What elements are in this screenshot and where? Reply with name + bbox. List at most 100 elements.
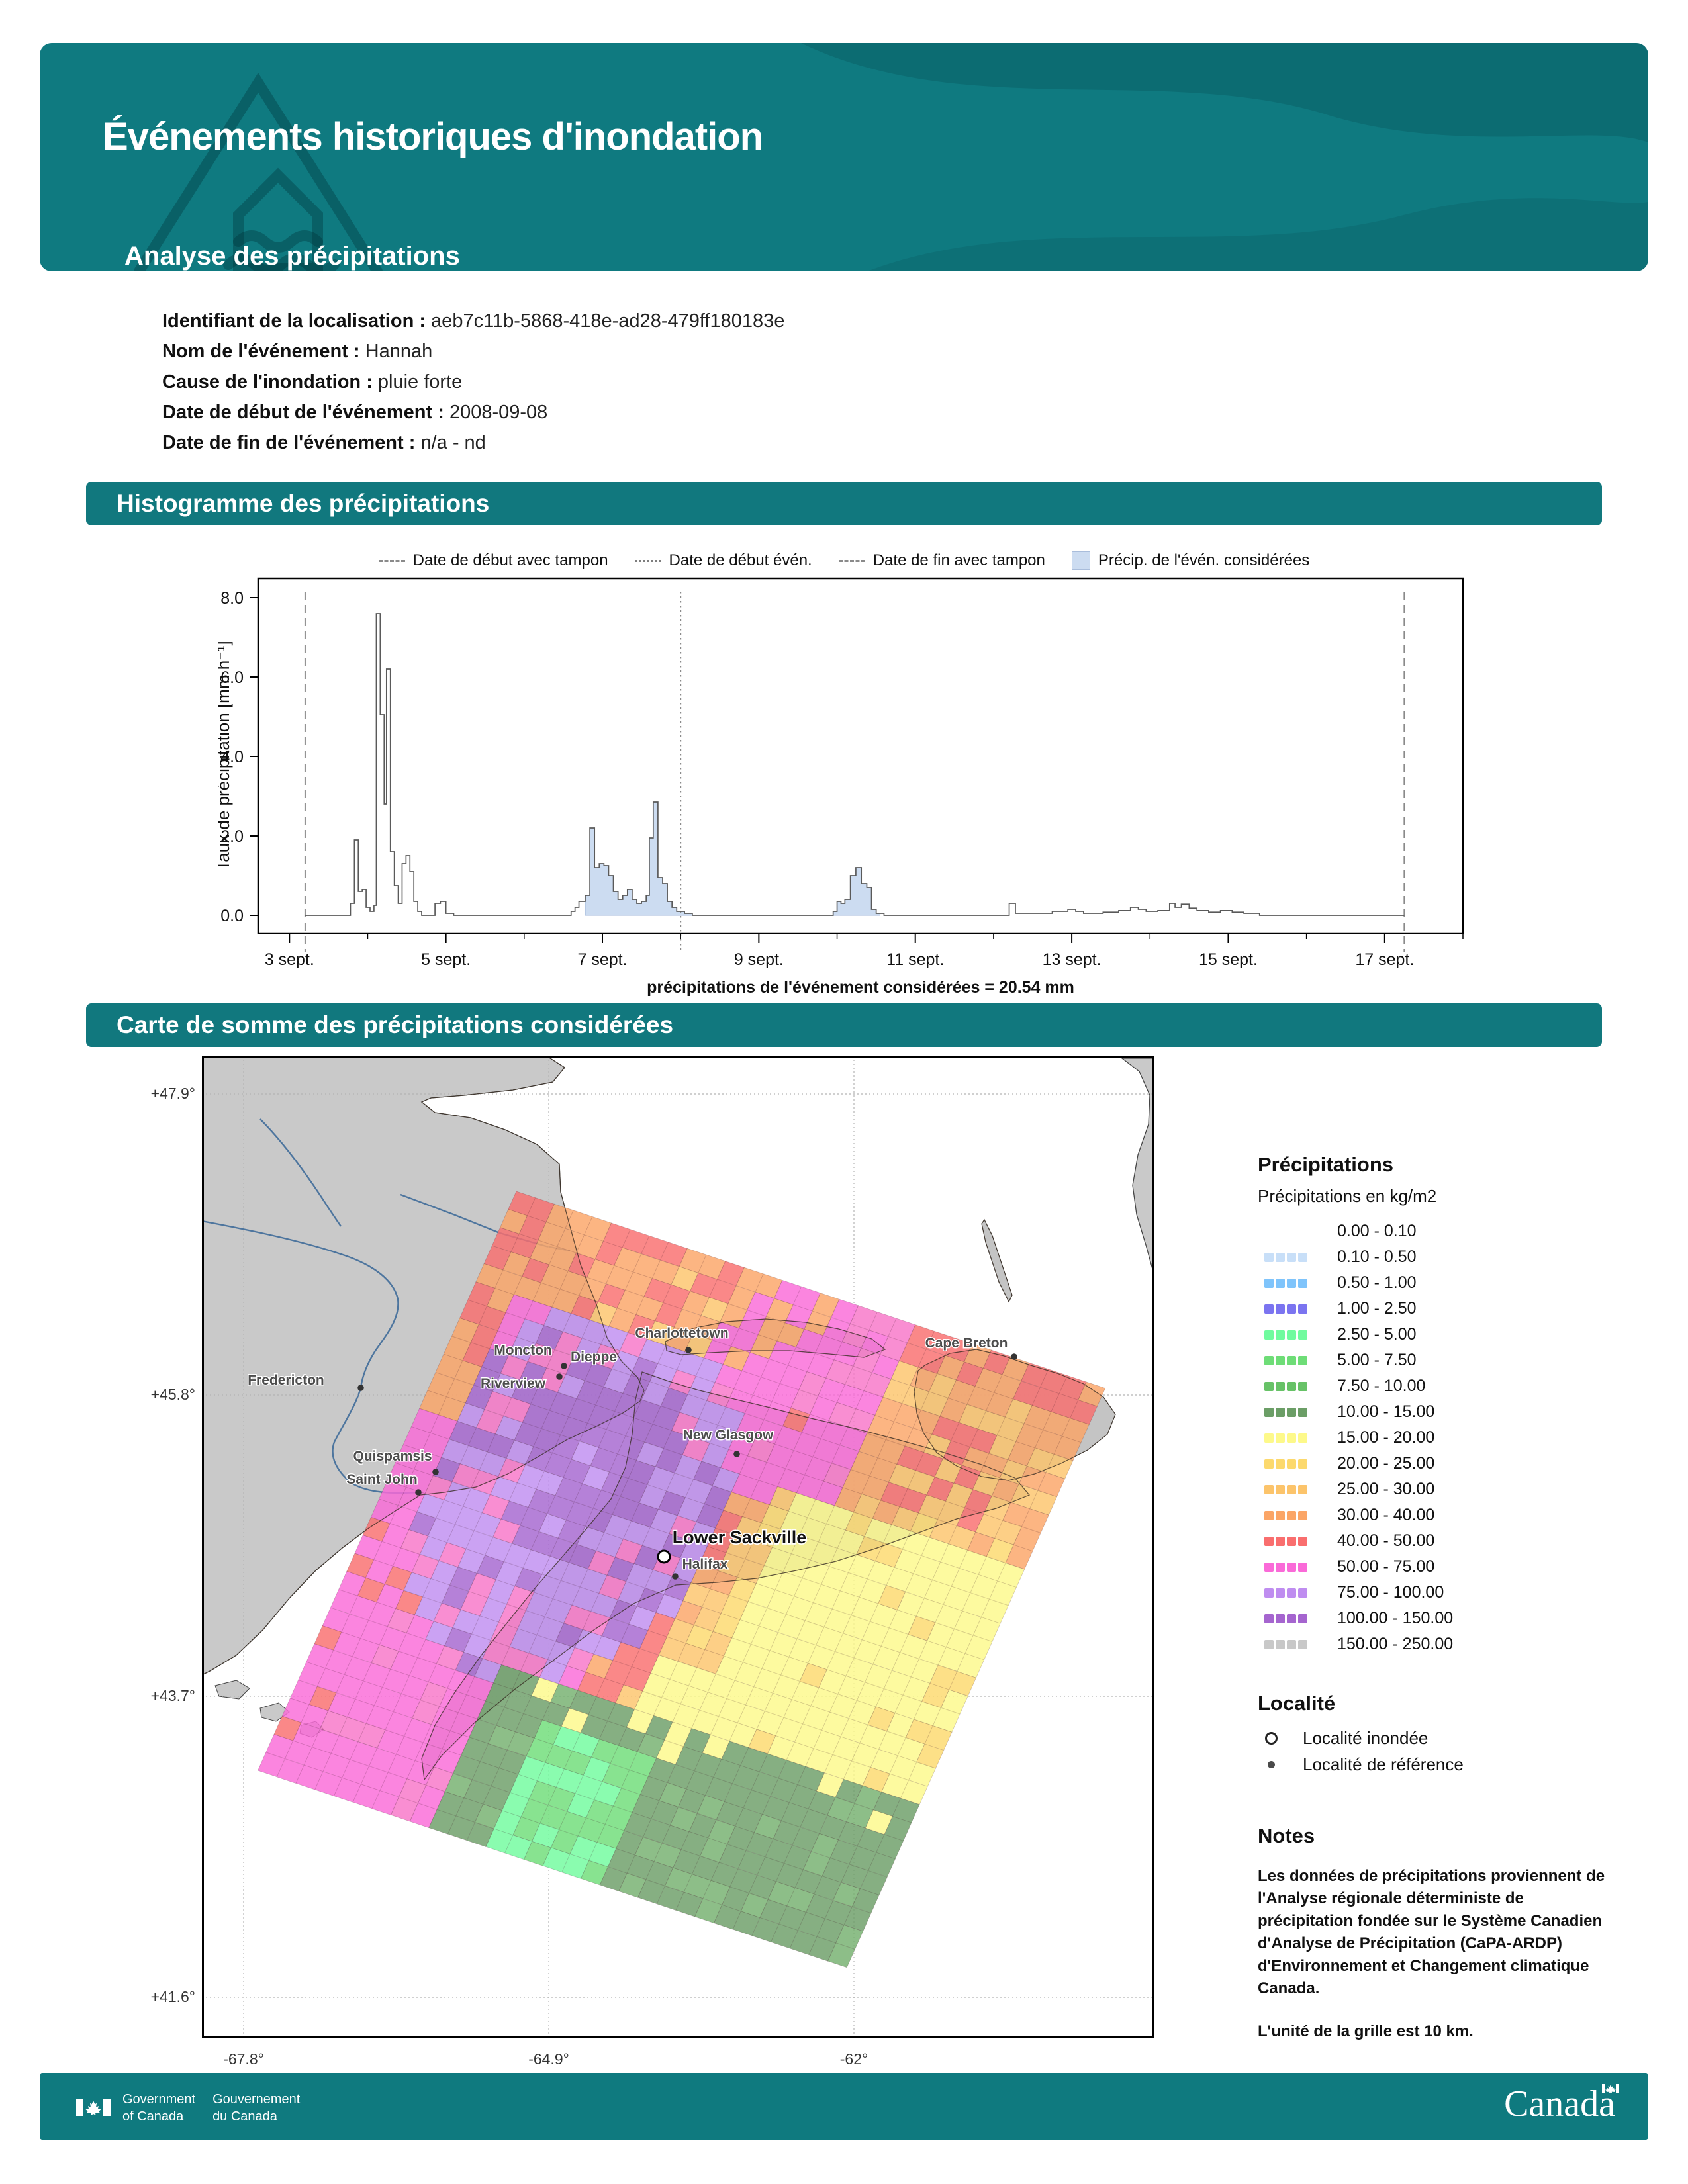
coastline-overlay: [981, 1218, 1013, 1303]
legend-swatch: [1264, 1355, 1323, 1365]
map-legend-entries: 0.00 - 0.10 0.10 - 0.50 0.50 - 1.00 1.00 - …: [1258, 1218, 1628, 1657]
page-subtitle: Analyse des précipitations: [124, 242, 460, 271]
flooded-locality-icon: [1258, 1731, 1284, 1745]
event-total-footnote: précipitations de l'événement considérée…: [647, 978, 1074, 997]
x-tick-label: 13 sept.: [1043, 950, 1102, 969]
footer-gov-fr-line1: Gouvernement: [212, 2092, 301, 2107]
map-legend-panel: Précipitations Précipitations en kg/m2 0…: [1258, 1153, 1628, 1657]
city-dot-new-glasgow: [733, 1451, 740, 1457]
dotted-line-sample: [634, 559, 661, 562]
histogram-legend-item-3: Précip. de l'évén. considérées: [1071, 551, 1309, 570]
map-legend-entry-0: 0.00 - 0.10: [1258, 1218, 1628, 1244]
legend-range-label: 20.00 - 25.00: [1337, 1454, 1435, 1473]
legend-swatch: [1264, 1407, 1323, 1417]
city-label-moncton: Moncton: [494, 1343, 551, 1358]
legend-range-label: 5.00 - 7.50: [1337, 1351, 1417, 1369]
section-banner-map: Carte de somme des précipitations consid…: [86, 1003, 1602, 1047]
legend-range-label: 0.50 - 1.00: [1337, 1273, 1417, 1292]
legend-range-label: 30.00 - 40.00: [1337, 1506, 1435, 1524]
event-precip-swatch: [1071, 551, 1090, 570]
map-legend-entry-11: 30.00 - 40.00: [1258, 1502, 1628, 1528]
y-axis-label: Taux de précipitation [mm h⁻¹]: [218, 641, 233, 871]
legend-swatch: [1264, 1614, 1323, 1623]
map-legend-entry-15: 100.00 - 150.00: [1258, 1606, 1628, 1631]
lon-label: -64.9°: [528, 2050, 569, 2068]
localite-flooded-row: Localité inondée: [1258, 1725, 1464, 1751]
precip-rate-line: [305, 613, 1405, 916]
event-precip-fill: [585, 801, 881, 916]
legend-swatch: [1264, 1381, 1323, 1391]
house-flood-icon: [134, 73, 383, 271]
metadata-row-0: Identifiant de la localisation : aeb7c11…: [162, 310, 785, 332]
precipitation-map: Fredericton Moncton Dieppe Riverview Charlot…: [201, 1055, 1155, 2038]
notes-body: Les données de précipitations proviennen…: [1258, 1867, 1605, 1998]
legend-swatch: [1264, 1536, 1323, 1546]
precipitation-histogram-chart: 0.0 2.0 4.0 6.0 8.0 3 sept. 5 sept. 7 sept. 9 se…: [218, 577, 1464, 997]
legend-swatch: [1264, 1330, 1323, 1340]
histogram-legend-item-0: Date de début avec tampon: [378, 551, 608, 570]
dashed-line-sample: [378, 559, 405, 562]
canada-flag-icon: [76, 2099, 111, 2116]
dashed-line-sample: [838, 559, 865, 562]
city-dot-halifax: [672, 1573, 679, 1580]
legend-swatch: [1264, 1588, 1323, 1598]
city-dot-fredericton: [357, 1385, 364, 1391]
localite-legend: Localité Localité inondée Localité de ré…: [1258, 1692, 1464, 1778]
legend-range-label: 75.00 - 100.00: [1337, 1583, 1444, 1602]
precip-grid-field: [258, 1191, 1106, 1968]
event-metadata: Identifiant de la localisation : aeb7c11…: [162, 306, 784, 458]
river: [201, 1220, 419, 1494]
legend-range-label: 10.00 - 15.00: [1337, 1402, 1435, 1421]
x-tick-label: 17 sept.: [1355, 950, 1414, 969]
legend-range-label: 2.50 - 5.00: [1337, 1325, 1417, 1343]
map-legend-entry-2: 0.50 - 1.00: [1258, 1270, 1628, 1296]
coastline-overlay: [665, 1318, 886, 1358]
coastline-overlay: [421, 1371, 1030, 1781]
city-label-fredericton: Fredericton: [248, 1373, 324, 1388]
legend-swatch: [1264, 1459, 1323, 1469]
map-legend-entry-1: 0.10 - 0.50: [1258, 1244, 1628, 1270]
map-legend-entry-3: 1.00 - 2.50: [1258, 1296, 1628, 1322]
footer-gov-en-line2: of Canada: [122, 2109, 184, 2124]
y-tick-label: 0.0: [220, 907, 244, 925]
legend-swatch: [1264, 1252, 1323, 1262]
legend-swatch: [1264, 1510, 1323, 1520]
legend-range-label: 150.00 - 250.00: [1337, 1635, 1454, 1653]
federal-identity-program: Government of Canada Gouvernement du Can…: [76, 2091, 300, 2125]
notes-title: Notes: [1258, 1824, 1315, 1847]
metadata-row-3: Date de début de l'événement : 2008-09-0…: [162, 402, 548, 423]
y-tick-label: 8.0: [220, 589, 244, 608]
city-label-dieppe: Dieppe: [571, 1349, 617, 1365]
map-legend-entry-7: 10.00 - 15.00: [1258, 1399, 1628, 1425]
city-label-new-glasgow: New Glasgow: [683, 1428, 774, 1443]
city-dot-moncton: [561, 1363, 567, 1369]
localite-reference-row: Localité de référence: [1258, 1751, 1464, 1778]
y-tick-label: 2.0: [220, 827, 244, 846]
y-tick-label: 6.0: [220, 668, 244, 687]
notes-section: Notes Les données de précipitations prov…: [1258, 1824, 1618, 2041]
map-legend-entry-9: 20.00 - 25.00: [1258, 1451, 1628, 1477]
flooded-locality-label: Localité inondée: [1303, 1727, 1429, 1748]
histogram-legend-item-1: Date de début évén.: [634, 551, 812, 570]
city-label-cape-breton: Cape Breton: [925, 1336, 1008, 1351]
lon-label: -67.8°: [223, 2050, 264, 2068]
lat-label: +45.8°: [150, 1386, 195, 1403]
map-legend-entry-10: 25.00 - 30.00: [1258, 1477, 1628, 1502]
city-dot-cape-breton: [1011, 1353, 1017, 1360]
x-tick-label: 7 sept.: [577, 950, 627, 969]
footer-gov-fr-line2: du Canada: [212, 2109, 277, 2124]
river: [259, 1118, 342, 1227]
hero-watermark-waves: [134, 43, 1648, 271]
legend-swatch: [1264, 1278, 1323, 1288]
government-footer: Government of Canada Gouvernement du Can…: [40, 2073, 1648, 2140]
map-legend-subtitle: Précipitations en kg/m2: [1258, 1186, 1437, 1206]
legend-range-label: 15.00 - 20.00: [1337, 1428, 1435, 1447]
legend-swatch: [1264, 1433, 1323, 1443]
x-tick-label: 15 sept.: [1199, 950, 1258, 969]
legend-swatch: [1264, 1639, 1323, 1649]
legend-range-label: 50.00 - 75.00: [1337, 1557, 1435, 1576]
legend-range-label: 0.10 - 0.50: [1337, 1248, 1417, 1266]
map-legend-title: Précipitations: [1258, 1153, 1393, 1176]
land-islet: [214, 1680, 250, 1700]
map-frame: [202, 1056, 1154, 2038]
